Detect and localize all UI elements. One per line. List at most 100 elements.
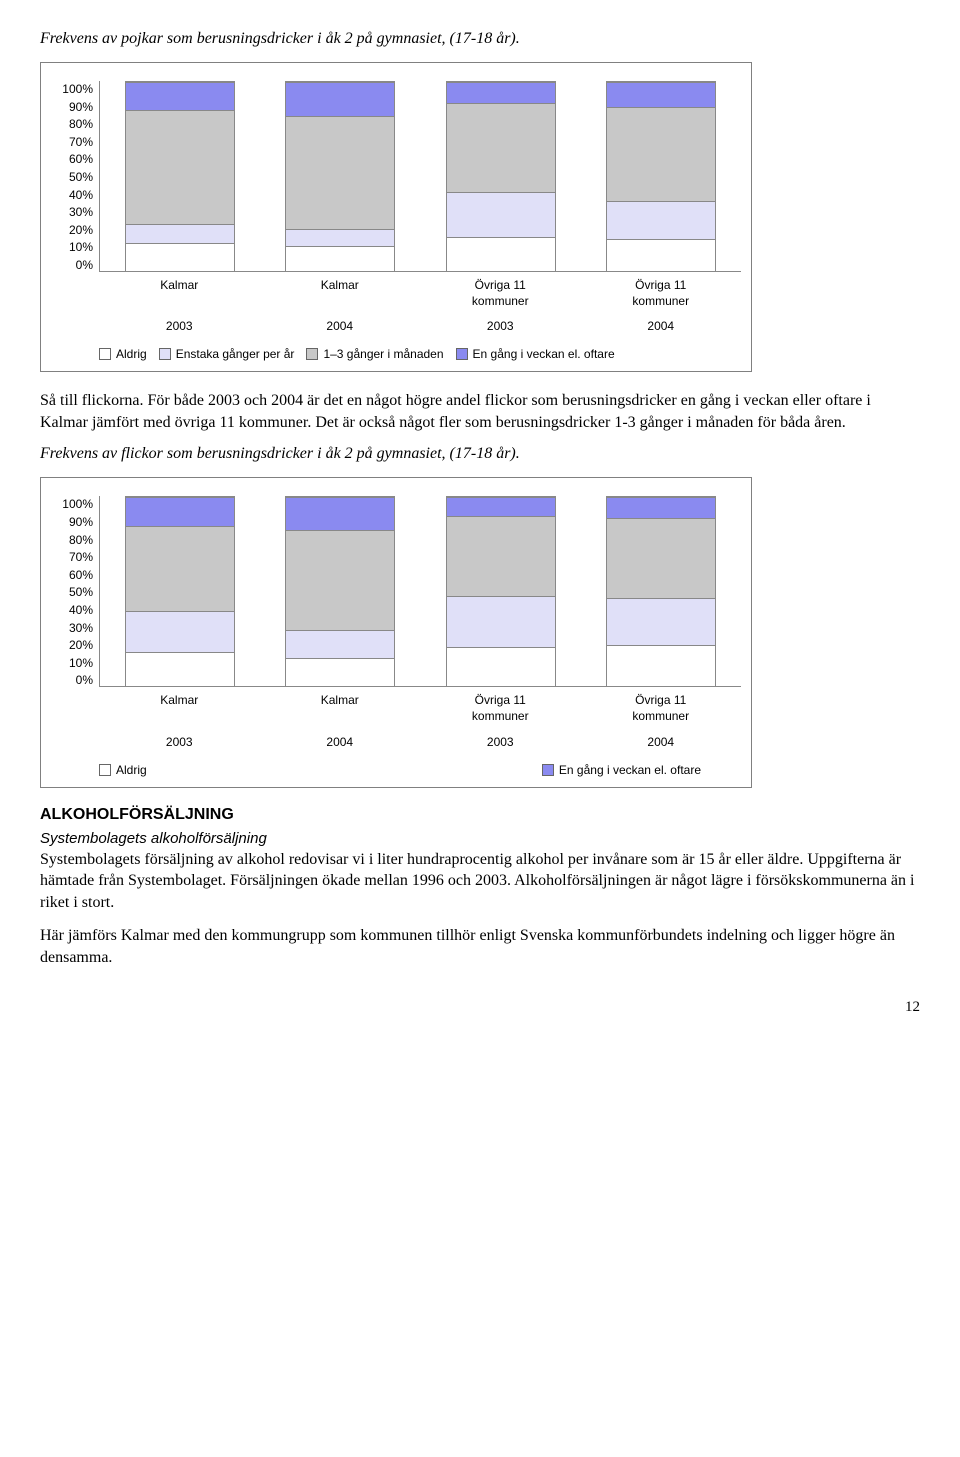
y-tick: 40% <box>51 603 93 617</box>
x-label: Kalmar <box>99 278 260 309</box>
year-label: 2004 <box>260 319 421 333</box>
legend-label: Enstaka gånger per år <box>176 347 295 361</box>
bar-column <box>606 81 716 271</box>
chart1: 100%90%80%70%60%50%40%30%20%10%0% Kalmar… <box>40 62 752 372</box>
chart1-legend: Aldrig Enstaka gånger per år 1–3 gånger i … <box>99 347 741 361</box>
bar-segment-aldrig <box>447 647 555 687</box>
year-label: 2003 <box>99 319 260 333</box>
x-label: Kalmar <box>260 278 421 309</box>
legend-swatch <box>159 348 171 360</box>
bar-segment-manaden <box>286 530 394 630</box>
bar-segment-veckan <box>607 497 715 518</box>
legend-item: Aldrig <box>99 763 147 777</box>
legend-label: En gång i veckan el. oftare <box>473 347 615 361</box>
bar-segment-veckan <box>447 82 555 103</box>
bar-segment-veckan <box>126 82 234 110</box>
chart1-title: Frekvens av pojkar som berusningsdricker… <box>40 30 920 48</box>
paragraph-2: Systembolagets försäljning av alkohol re… <box>40 849 920 914</box>
sub-heading: Systembolagets alkoholförsäljning <box>40 830 920 847</box>
y-tick: 100% <box>51 82 93 96</box>
bar-segment-manaden <box>126 526 234 611</box>
legend-label: 1–3 gånger i månaden <box>323 347 443 361</box>
chart2-years: 2003200420032004 <box>99 735 741 749</box>
y-tick: 0% <box>51 673 93 687</box>
chart2-xlabels: KalmarKalmarÖvriga 11kommunerÖvriga 11ko… <box>99 693 741 724</box>
y-tick: 20% <box>51 223 93 237</box>
paragraph-1: Så till flickorna. För både 2003 och 200… <box>40 390 920 433</box>
legend-item: Enstaka gånger per år <box>159 347 295 361</box>
bar-segment-enstaka <box>607 201 715 239</box>
chart2-plot <box>99 496 741 687</box>
bar-column <box>606 496 716 686</box>
bar-segment-manaden <box>447 516 555 595</box>
bar-segment-aldrig <box>126 243 234 271</box>
year-label: 2003 <box>420 319 581 333</box>
bar-segment-aldrig <box>286 658 394 686</box>
y-tick: 80% <box>51 533 93 547</box>
bar-segment-manaden <box>607 518 715 597</box>
y-tick: 60% <box>51 152 93 166</box>
legend-item: En gång i veckan el. oftare <box>542 763 701 777</box>
section-heading: ALKOHOLFÖRSÄLJNING <box>40 806 920 824</box>
chart2: 100% 90% 80% 70% 60% 50% 40% 30% 20% 10% 0% Kalmar… <box>40 477 752 787</box>
legend-swatch <box>306 348 318 360</box>
chart2-legend: Aldrig En gång i veckan el. oftare <box>99 763 741 777</box>
bar-column <box>446 81 556 271</box>
y-tick: 70% <box>51 550 93 564</box>
bar-segment-aldrig <box>286 246 394 271</box>
y-tick: 90% <box>51 100 93 114</box>
y-tick: 50% <box>51 170 93 184</box>
y-tick: 30% <box>51 621 93 635</box>
x-label: Kalmar <box>99 693 260 724</box>
page-number: 12 <box>40 999 920 1016</box>
bar-column <box>285 81 395 271</box>
bar-segment-enstaka <box>126 224 234 243</box>
year-label: 2003 <box>420 735 581 749</box>
legend-label: En gång i veckan el. oftare <box>559 763 701 777</box>
x-label: Övriga 11kommuner <box>420 278 581 309</box>
bar-segment-manaden <box>126 110 234 223</box>
bar-column <box>125 81 235 271</box>
y-tick: 90% <box>51 515 93 529</box>
chart1-yaxis: 100%90%80%70%60%50%40%30%20%10%0% <box>51 82 93 272</box>
bar-column <box>285 496 395 686</box>
bar-segment-aldrig <box>447 237 555 271</box>
y-tick: 0% <box>51 258 93 272</box>
legend-label: Aldrig <box>116 347 147 361</box>
year-label: 2004 <box>581 319 742 333</box>
legend-item: 1–3 gånger i månaden <box>306 347 443 361</box>
y-tick: 10% <box>51 240 93 254</box>
legend-swatch <box>456 348 468 360</box>
y-tick: 30% <box>51 205 93 219</box>
y-tick: 60% <box>51 568 93 582</box>
y-tick: 20% <box>51 638 93 652</box>
bar-segment-veckan <box>607 82 715 107</box>
chart1-years: 2003200420032004 <box>99 319 741 333</box>
legend-item: Aldrig <box>99 347 147 361</box>
bar-segment-enstaka <box>447 596 555 647</box>
legend-item: En gång i veckan el. oftare <box>456 347 615 361</box>
bar-segment-veckan <box>286 82 394 116</box>
bar-segment-veckan <box>447 497 555 516</box>
bar-segment-aldrig <box>607 645 715 687</box>
year-label: 2004 <box>260 735 421 749</box>
chart1-xlabels: KalmarKalmarÖvriga 11kommunerÖvriga 11ko… <box>99 278 741 309</box>
legend-swatch <box>99 764 111 776</box>
chart2-title: Frekvens av flickor som berusningsdricke… <box>40 445 920 463</box>
paragraph-3: Här jämförs Kalmar med den kommungrupp s… <box>40 925 920 968</box>
chart2-yaxis: 100% 90% 80% 70% 60% 50% 40% 30% 20% 10% 0% <box>51 497 93 687</box>
bar-segment-manaden <box>447 103 555 192</box>
bar-segment-enstaka <box>286 630 394 658</box>
legend-swatch <box>542 764 554 776</box>
x-label: Övriga 11kommuner <box>420 693 581 724</box>
chart1-plot <box>99 81 741 272</box>
y-tick: 100% <box>51 497 93 511</box>
bar-segment-manaden <box>607 107 715 202</box>
bar-column <box>446 496 556 686</box>
bar-segment-enstaka <box>447 192 555 237</box>
y-tick: 10% <box>51 656 93 670</box>
bar-segment-aldrig <box>126 652 234 686</box>
legend-swatch <box>99 348 111 360</box>
x-label: Övriga 11kommuner <box>581 693 742 724</box>
y-tick: 50% <box>51 585 93 599</box>
